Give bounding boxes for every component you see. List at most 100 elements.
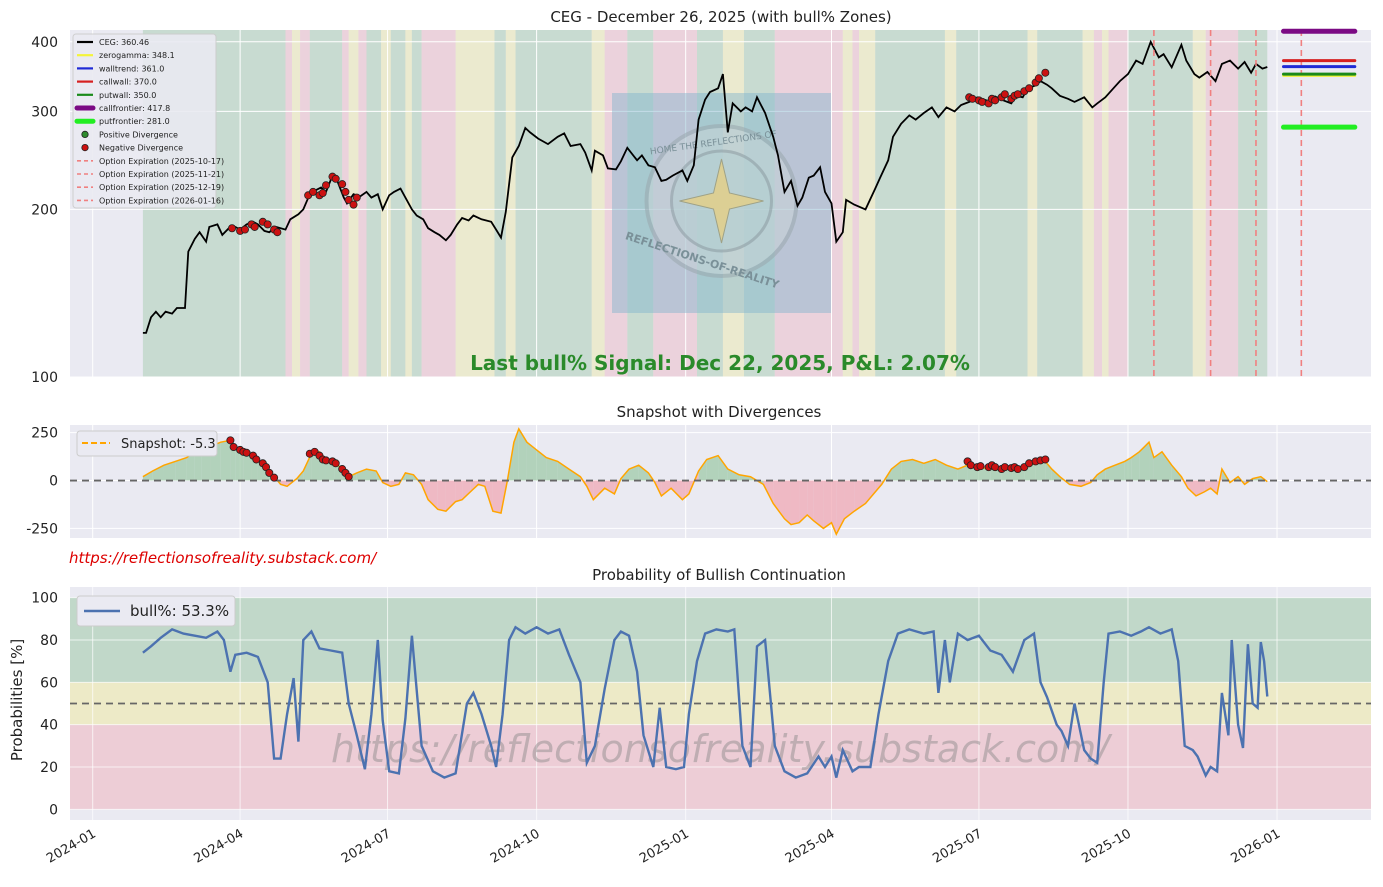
snapshot-area-segment: [706, 455, 719, 481]
snapshot-area-segment: [739, 474, 751, 481]
price-chart-title: CEG - December 26, 2025 (with bull% Zone…: [550, 8, 891, 26]
negative-divergence-point: [344, 195, 353, 204]
snapshot-area-segment: [235, 447, 244, 481]
snapshot-negative-divergence-point: [1000, 463, 1009, 472]
snapshot-area-segment: [593, 480, 605, 500]
negative-divergence-point: [240, 225, 249, 234]
snapshot-area-segment: [1045, 461, 1052, 481]
bull-legend: bull%: 53.3%: [76, 595, 236, 627]
snapshot-area-segment: [1149, 442, 1154, 481]
negative-divergence-point: [1041, 68, 1050, 77]
snapshot-y-tick: 250: [31, 426, 58, 442]
price-y-tick: 300: [31, 104, 58, 120]
snapshot-area-segment: [813, 480, 824, 529]
snapshot-legend-box: [76, 430, 218, 457]
snapshot-negative-divergence-point: [344, 472, 353, 481]
zone-band-yellow: [1192, 30, 1206, 377]
zone-band-green: [366, 30, 382, 377]
snapshot-area-segment: [912, 459, 924, 481]
legend-label: putwall: 350.0: [99, 91, 156, 100]
snapshot-area-segment: [220, 440, 231, 481]
negative-divergence-point: [228, 224, 237, 233]
legend-label: callwall: 370.0: [99, 78, 157, 87]
snapshot-area-segment: [152, 465, 164, 481]
snapshot-area-segment: [923, 459, 936, 481]
bull-y-tick: 20: [40, 760, 58, 776]
bull-chart-title: Probability of Bullish Continuation: [592, 566, 846, 584]
zone-band-red: [1108, 30, 1128, 377]
bull-series-line: [142, 625, 1269, 779]
zone-band-yellow: [1102, 30, 1109, 377]
zone-band-yellow: [859, 30, 876, 377]
zone-band-red: [852, 30, 860, 377]
snapshot-area-segment: [1115, 461, 1125, 481]
zone-band-yellow: [505, 30, 516, 377]
snapshot-area-segment: [1153, 451, 1162, 481]
snapshot-area-segment: [901, 459, 913, 481]
snapshot-area-segment: [1035, 461, 1046, 481]
legend-label: Option Expiration (2025-12-19): [99, 183, 224, 192]
snapshot-area-segment: [492, 480, 501, 514]
legend-label: Option Expiration (2026-01-16): [99, 196, 224, 205]
legend-swatch-dot: [81, 130, 89, 138]
snapshot-area-segment: [1204, 480, 1211, 493]
zone-band-yellow: [591, 30, 605, 377]
snapshot-y-tick: -250: [26, 521, 58, 537]
negative-divergence-point: [991, 96, 1000, 105]
snapshot-area-segment: [790, 480, 800, 525]
bull-y-tick: 60: [40, 675, 58, 691]
snapshot-negative-divergence-point: [976, 462, 985, 471]
bull-legend-box: [76, 595, 236, 627]
zone-band-red: [421, 30, 456, 377]
snapshot-area-segment: [854, 480, 866, 512]
negative-divergence-point: [338, 180, 347, 189]
snapshot-negative-divergence-point: [226, 436, 235, 445]
snapshot-area-segment: [163, 461, 176, 481]
snapshot-area-segment: [661, 480, 672, 496]
snapshot-area-segment: [957, 465, 968, 481]
snapshot-area-segment: [1161, 451, 1172, 481]
source-url: https://reflectionsofreality.substack.co…: [69, 549, 378, 567]
snapshot-area-segment: [175, 457, 187, 481]
zone-band-green: [875, 30, 945, 377]
snapshot-negative-divergence-point: [321, 456, 330, 465]
snapshot-negative-divergence-point: [1041, 455, 1050, 464]
bull-y-tick: 40: [40, 718, 58, 734]
snapshot-negative-divergence-point: [991, 463, 1000, 472]
snapshot-area-segment: [518, 428, 527, 481]
snapshot-negative-divergence-point: [331, 459, 340, 468]
negative-divergence-point: [968, 94, 977, 103]
snapshot-area-segment: [628, 465, 639, 481]
zone-band-green: [411, 30, 422, 377]
snapshot-area-segment: [303, 453, 312, 481]
snapshot-area-segment: [1196, 480, 1205, 496]
snapshot-area-segment: [807, 480, 814, 521]
negative-divergence-point: [349, 200, 358, 209]
price-legend: CEG: 360.46 zerogamma: 348.1 walltrend: 36…: [72, 33, 224, 209]
snapshot-area-segment: [546, 457, 558, 481]
snapshot-area-segment: [844, 480, 855, 519]
snapshot-area-segment: [1139, 442, 1150, 481]
snapshot-plot-area: [70, 425, 1371, 538]
snapshot-chart-title: Snapshot with Divergences: [617, 403, 822, 421]
snapshot-y-tick: 0: [49, 474, 58, 490]
snapshot-area-segment: [773, 480, 785, 519]
legend-label: Negative Divergence: [99, 144, 183, 153]
snapshot-area-segment: [1210, 480, 1218, 494]
zone-band-green: [390, 30, 406, 377]
snapshot-area-segment: [727, 469, 740, 481]
snapshot-area-segment: [891, 461, 902, 481]
bull-y-tick: 0: [49, 802, 58, 818]
legend-label: Option Expiration (2025-10-17): [99, 157, 224, 166]
legend-label: zerogamma: 348.1: [99, 51, 175, 60]
negative-divergence-point: [978, 97, 987, 106]
snapshot-area-segment: [437, 480, 446, 512]
zone-band-red: [358, 30, 367, 377]
zone-band-green: [309, 30, 343, 377]
bull-y-tick: 80: [40, 633, 58, 649]
snapshot-area-segment: [799, 480, 808, 523]
bull-panel: 0 20 40 60 80 100 https://reflectionsofreality…: [31, 587, 1371, 820]
